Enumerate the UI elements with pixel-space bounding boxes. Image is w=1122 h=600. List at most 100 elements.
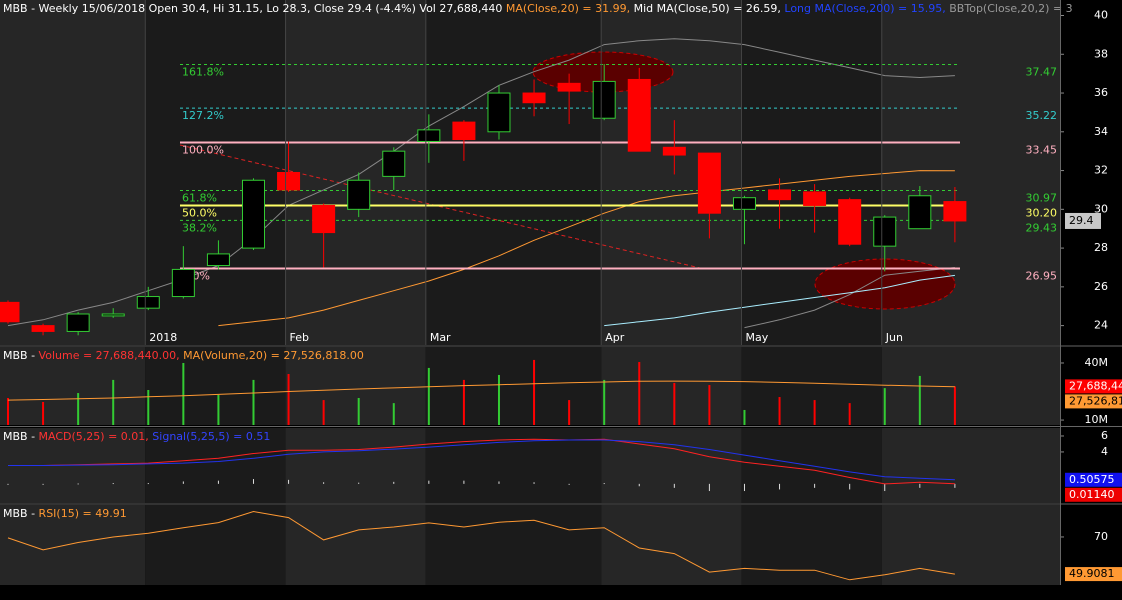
- x-tick-label: Mar: [430, 331, 451, 344]
- volume-bar: [638, 362, 641, 425]
- x-tick-label: 2018: [149, 331, 177, 344]
- candle-body: [101, 313, 125, 317]
- y-tick-label: 34: [1094, 125, 1108, 138]
- candle-body: [66, 313, 90, 332]
- volume-bar: [743, 409, 746, 425]
- month-band: [741, 347, 882, 425]
- candle-body: [347, 179, 371, 210]
- macd-histogram: [884, 483, 886, 492]
- candle-body: [277, 172, 301, 191]
- x-tick-label: May: [745, 331, 768, 344]
- y-tick-label: 30: [1094, 202, 1108, 215]
- volume-bar: [322, 400, 325, 425]
- fib-label: 100.0%: [182, 143, 224, 156]
- fib-label: 61.8%: [182, 192, 217, 205]
- volume-bar: [497, 374, 500, 425]
- macd-histogram: [393, 481, 395, 484]
- header-text: RSI(15) = 49.91: [39, 507, 127, 520]
- volume-bar: [813, 400, 816, 425]
- value-label-box: [1065, 567, 1122, 582]
- indicator-line: [604, 274, 955, 327]
- month-band: [0, 347, 146, 425]
- fib-value: 37.47: [1026, 66, 1058, 79]
- volume-bar: [42, 401, 45, 425]
- month-band: [881, 428, 1060, 503]
- fib-value: 33.45: [1026, 143, 1058, 156]
- volume-bar: [883, 388, 886, 425]
- candle-body: [803, 191, 827, 206]
- x-tick-label: Apr: [605, 331, 625, 344]
- month-band: [601, 428, 742, 503]
- macd-histogram: [252, 479, 254, 484]
- macd-histogram: [7, 483, 9, 485]
- month-band: [285, 347, 426, 425]
- candle-body: [943, 201, 967, 222]
- fib-value: 35.22: [1026, 109, 1058, 122]
- candle-body: [241, 179, 265, 249]
- volume-bar: [252, 379, 255, 425]
- candle-body: [522, 92, 546, 104]
- macd-histogram: [779, 483, 781, 490]
- macd-histogram: [288, 479, 290, 484]
- y-tick-label: 70: [1094, 530, 1108, 543]
- x-tick-label: Jun: [885, 331, 903, 344]
- panel-header: MBB - MACD(5,25) = 0.01, Signal(5,25,5) …: [3, 430, 270, 443]
- value-label: 0.01140: [1069, 488, 1115, 501]
- last-price: 29.4: [1069, 214, 1094, 227]
- volume-bar: [953, 386, 956, 425]
- value-label-box: [1065, 487, 1122, 502]
- rsi-plot: [7, 510, 955, 581]
- candle-body: [382, 150, 406, 177]
- header-text: MBB - Weekly 15/06/2018 Open 30.4, Hi 31…: [3, 2, 506, 15]
- y-tick-label: 26: [1094, 280, 1108, 293]
- macd-histogram: [77, 483, 79, 485]
- macd-histogram: [463, 480, 465, 484]
- month-band: [285, 428, 426, 503]
- volume-bar: [427, 367, 430, 425]
- month-band: [425, 505, 602, 585]
- panel-header: MBB - RSI(15) = 49.91: [3, 507, 127, 520]
- macd-histogram: [568, 483, 570, 485]
- macd-histogram: [673, 483, 675, 488]
- indicator-line: [218, 170, 955, 327]
- macd-histogram: [217, 480, 219, 484]
- month-band: [601, 347, 742, 425]
- panel-header: MBB - Volume = 27,688,440.00, MA(Volume,…: [3, 349, 364, 362]
- volume-bar: [77, 393, 80, 425]
- volume-bar: [287, 374, 290, 425]
- volume-bar: [392, 403, 395, 425]
- volume-bar: [182, 362, 185, 425]
- fib-value: 26.95: [1026, 269, 1058, 282]
- value-label: 0.50575: [1069, 473, 1115, 486]
- candle-body: [487, 92, 511, 133]
- candle-body: [312, 204, 336, 234]
- candle-body: [557, 82, 581, 92]
- header-text: MBB -: [3, 430, 39, 443]
- volume-bar: [673, 382, 676, 425]
- volume-ma-line: [7, 380, 955, 401]
- macd-histogram: [42, 483, 44, 485]
- volume-bar: [848, 403, 851, 425]
- macd-histogram: [498, 481, 500, 484]
- volume-bar: [778, 397, 781, 425]
- candle-body: [697, 152, 721, 214]
- macd-histogram: [954, 483, 956, 488]
- volume-bar: [603, 379, 606, 425]
- macd-histogram: [182, 481, 184, 484]
- month-band: [601, 505, 742, 585]
- y-tick-label: 32: [1094, 164, 1108, 177]
- month-band: [425, 0, 602, 345]
- candle-body: [0, 301, 20, 323]
- y-tick-label: 40: [1094, 9, 1108, 22]
- month-band: [285, 505, 426, 585]
- y-tick-label: 10M: [1085, 413, 1109, 426]
- month-band: [0, 0, 146, 345]
- indicator-line: [744, 267, 955, 329]
- fib-value: 29.43: [1026, 221, 1058, 234]
- month-band: [145, 347, 286, 425]
- month-band: [881, 505, 1060, 585]
- y-tick-label: 6: [1101, 429, 1108, 442]
- volume-bar: [708, 385, 711, 425]
- candle-body: [592, 80, 616, 119]
